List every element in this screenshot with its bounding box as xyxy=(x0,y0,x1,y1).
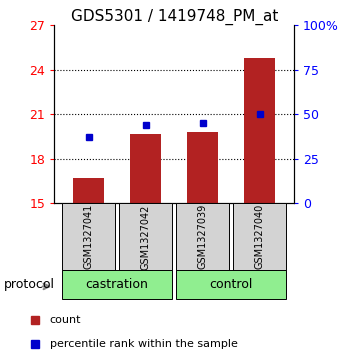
Text: GDS5301 / 1419748_PM_at: GDS5301 / 1419748_PM_at xyxy=(71,9,279,25)
Text: GSM1327041: GSM1327041 xyxy=(84,204,93,269)
Bar xyxy=(130,134,161,203)
Text: GSM1327042: GSM1327042 xyxy=(141,204,150,270)
Text: castration: castration xyxy=(86,278,148,291)
Bar xyxy=(244,58,275,203)
Text: GSM1327040: GSM1327040 xyxy=(255,204,265,269)
Bar xyxy=(62,270,172,299)
Bar xyxy=(187,132,218,203)
Bar xyxy=(233,203,286,270)
Bar xyxy=(73,178,104,203)
Bar xyxy=(62,203,115,270)
Bar xyxy=(176,270,286,299)
Text: percentile rank within the sample: percentile rank within the sample xyxy=(50,339,238,349)
Text: count: count xyxy=(50,315,81,325)
Text: control: control xyxy=(210,278,253,291)
Bar xyxy=(119,203,172,270)
Text: protocol: protocol xyxy=(4,278,55,291)
Bar xyxy=(176,203,229,270)
Text: GSM1327039: GSM1327039 xyxy=(198,204,208,269)
